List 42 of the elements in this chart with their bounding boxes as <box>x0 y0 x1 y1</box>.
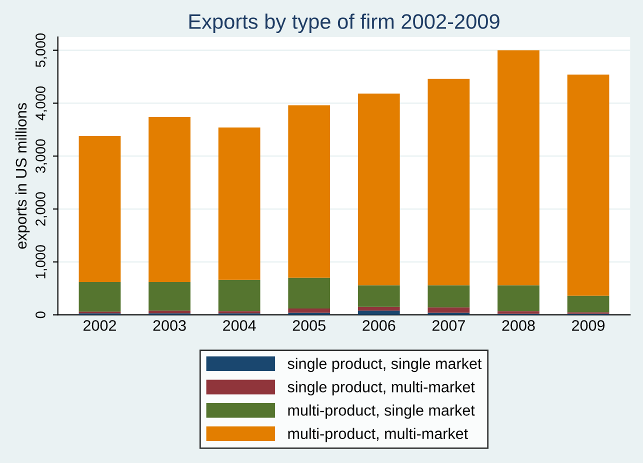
bar <box>567 296 610 312</box>
y-tick-label: 3,000 <box>36 139 48 173</box>
x-tick-label: 2005 <box>292 320 326 331</box>
bar <box>498 50 540 286</box>
bar <box>148 282 190 311</box>
bar <box>428 78 470 286</box>
bar <box>78 282 121 312</box>
bar <box>358 310 400 315</box>
bar <box>148 116 190 282</box>
bar <box>288 278 330 308</box>
bar <box>358 306 400 311</box>
bar <box>218 128 260 280</box>
bar <box>358 285 400 307</box>
bar <box>567 74 610 296</box>
legend-label: multi-product, single market <box>288 404 475 419</box>
y-axis-title: exports in US millions <box>15 103 30 249</box>
x-tick-label: 2003 <box>153 320 186 331</box>
bar <box>498 285 540 312</box>
y-tick-label: 2,000 <box>36 192 48 226</box>
x-tick-label: 2004 <box>223 320 256 331</box>
x-tick-label: 2009 <box>572 320 605 331</box>
chart-title: Exports by type of firm 2002-2009 <box>189 14 500 34</box>
y-tick-label: 0 <box>36 312 46 318</box>
bar <box>428 307 470 313</box>
bar <box>288 308 330 313</box>
legend-label: single product, single market <box>288 358 482 372</box>
bar <box>358 94 400 286</box>
x-tick-label: 2007 <box>432 320 465 331</box>
bar <box>498 311 540 314</box>
x-tick-label: 2002 <box>84 320 116 331</box>
bar <box>218 280 260 312</box>
bar <box>428 285 470 308</box>
x-tick-label: 2008 <box>502 320 535 331</box>
bar <box>148 310 190 314</box>
bar <box>78 136 121 282</box>
bar <box>288 105 330 278</box>
legend-label: single product, multi-market <box>288 381 475 396</box>
y-tick-label: 5,000 <box>36 33 48 68</box>
legend-label: multi-product, multi-market <box>288 428 468 442</box>
y-tick-label: 1,000 <box>36 245 48 278</box>
x-tick-label: 2006 <box>362 320 396 331</box>
y-tick-label: 4,000 <box>36 86 48 120</box>
